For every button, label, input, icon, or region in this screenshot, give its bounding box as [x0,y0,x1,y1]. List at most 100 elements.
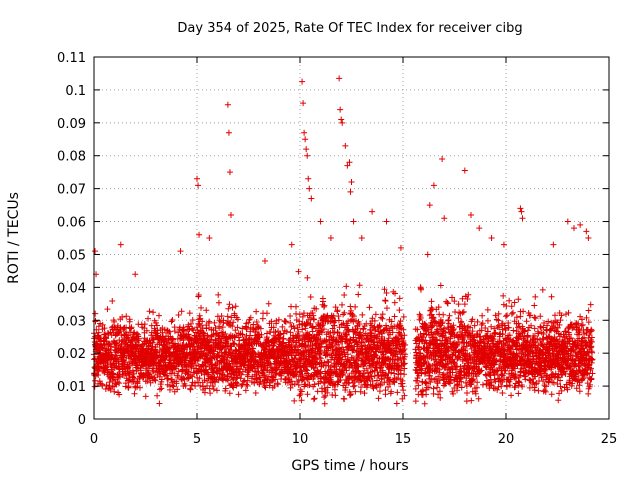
data-point [186,310,193,317]
data-point [513,346,520,353]
data-point [401,371,408,378]
data-point [123,324,130,331]
data-point [479,312,486,319]
data-point [396,295,403,302]
data-point [126,316,133,323]
data-point [341,395,348,402]
data-point [291,397,298,404]
data-point [332,392,339,399]
data-point [557,383,564,390]
data-point [131,329,138,336]
data-point [458,318,465,325]
data-point [137,384,144,391]
data-point [463,389,470,396]
data-point [511,299,518,306]
data-point [310,396,317,403]
data-point [532,293,539,300]
data-point [244,382,251,389]
data-point [232,303,239,310]
data-point [320,298,327,305]
grid-lines [94,57,609,419]
data-point [111,388,118,395]
data-point [356,282,363,289]
data-point [129,367,136,374]
data-point [169,317,176,324]
data-point [468,397,475,404]
data-point [142,393,149,400]
data-point [150,309,157,316]
data-point [127,325,134,332]
data-point [242,387,249,394]
data-point [430,385,437,392]
data-point [515,296,522,303]
data-point [585,307,592,314]
data-point [495,310,502,317]
data-point [133,330,140,337]
data-point [338,301,345,308]
data-point [95,329,102,336]
data-point [341,291,348,298]
data-point [211,319,218,326]
data-point [297,391,304,398]
data-point [97,320,104,327]
data-point [158,385,165,392]
data-point [116,380,123,387]
data-point [548,391,555,398]
data-point [143,327,150,334]
data-point [107,386,114,393]
data-point [103,338,110,345]
data-point [475,395,482,402]
data-point [531,325,538,332]
data-point [400,313,407,320]
data-point [95,323,102,330]
data-point [135,335,142,342]
data-point [226,301,233,308]
data-point [119,313,126,320]
data-point [92,355,99,362]
data-point [307,294,314,301]
data-point [198,304,205,311]
data-point [500,292,507,299]
data-point [352,303,359,310]
data-point [585,390,592,397]
data-point [175,311,182,318]
data-point [400,387,407,394]
data-point [114,379,121,386]
data-point [166,328,173,335]
data-point [263,310,270,317]
data-point [280,335,287,342]
data-point [311,395,318,402]
data-point [265,300,272,307]
data-point [156,386,163,393]
data-point [187,386,194,393]
data-point [474,379,481,386]
data-point [540,378,547,385]
data-point [92,318,99,325]
data-point [292,303,299,310]
data-point [376,388,383,395]
data-point [433,384,440,391]
data-point [523,318,530,325]
data-point [492,312,499,319]
data-point [161,337,168,344]
data-point [579,321,586,328]
data-point [168,318,175,325]
data-point [321,394,328,401]
data-point [541,319,548,326]
data-point [391,299,398,306]
data-point [118,332,125,339]
data-point [446,312,453,319]
data-point [152,377,159,384]
data-point [145,315,152,322]
data-point [158,376,165,383]
data-point [394,389,401,396]
data-point [504,312,511,319]
data-point [219,324,226,331]
data-points [90,75,596,407]
data-point [130,329,137,336]
data-point [383,305,390,312]
data-point [154,332,161,339]
data-point [548,293,555,300]
data-point [455,301,462,308]
data-point [458,384,465,391]
